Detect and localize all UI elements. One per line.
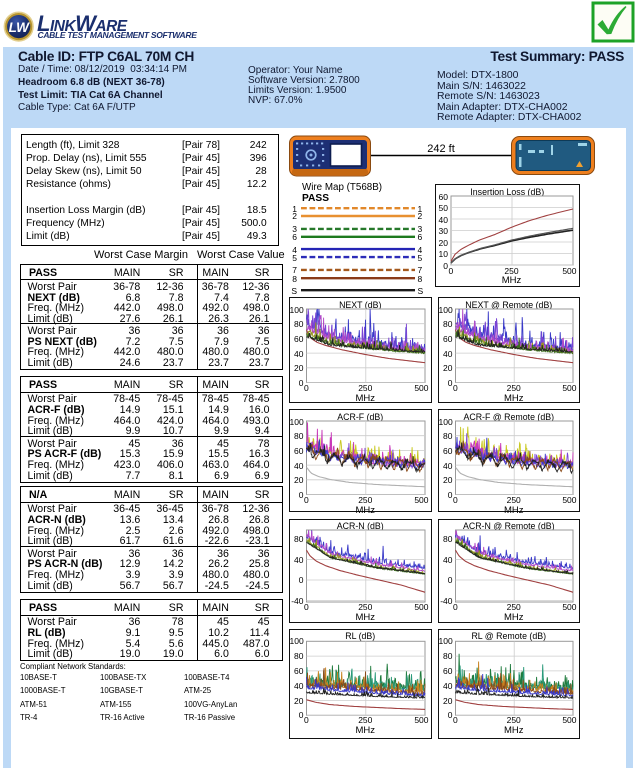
svg-text:LW: LW [9, 20, 31, 35]
